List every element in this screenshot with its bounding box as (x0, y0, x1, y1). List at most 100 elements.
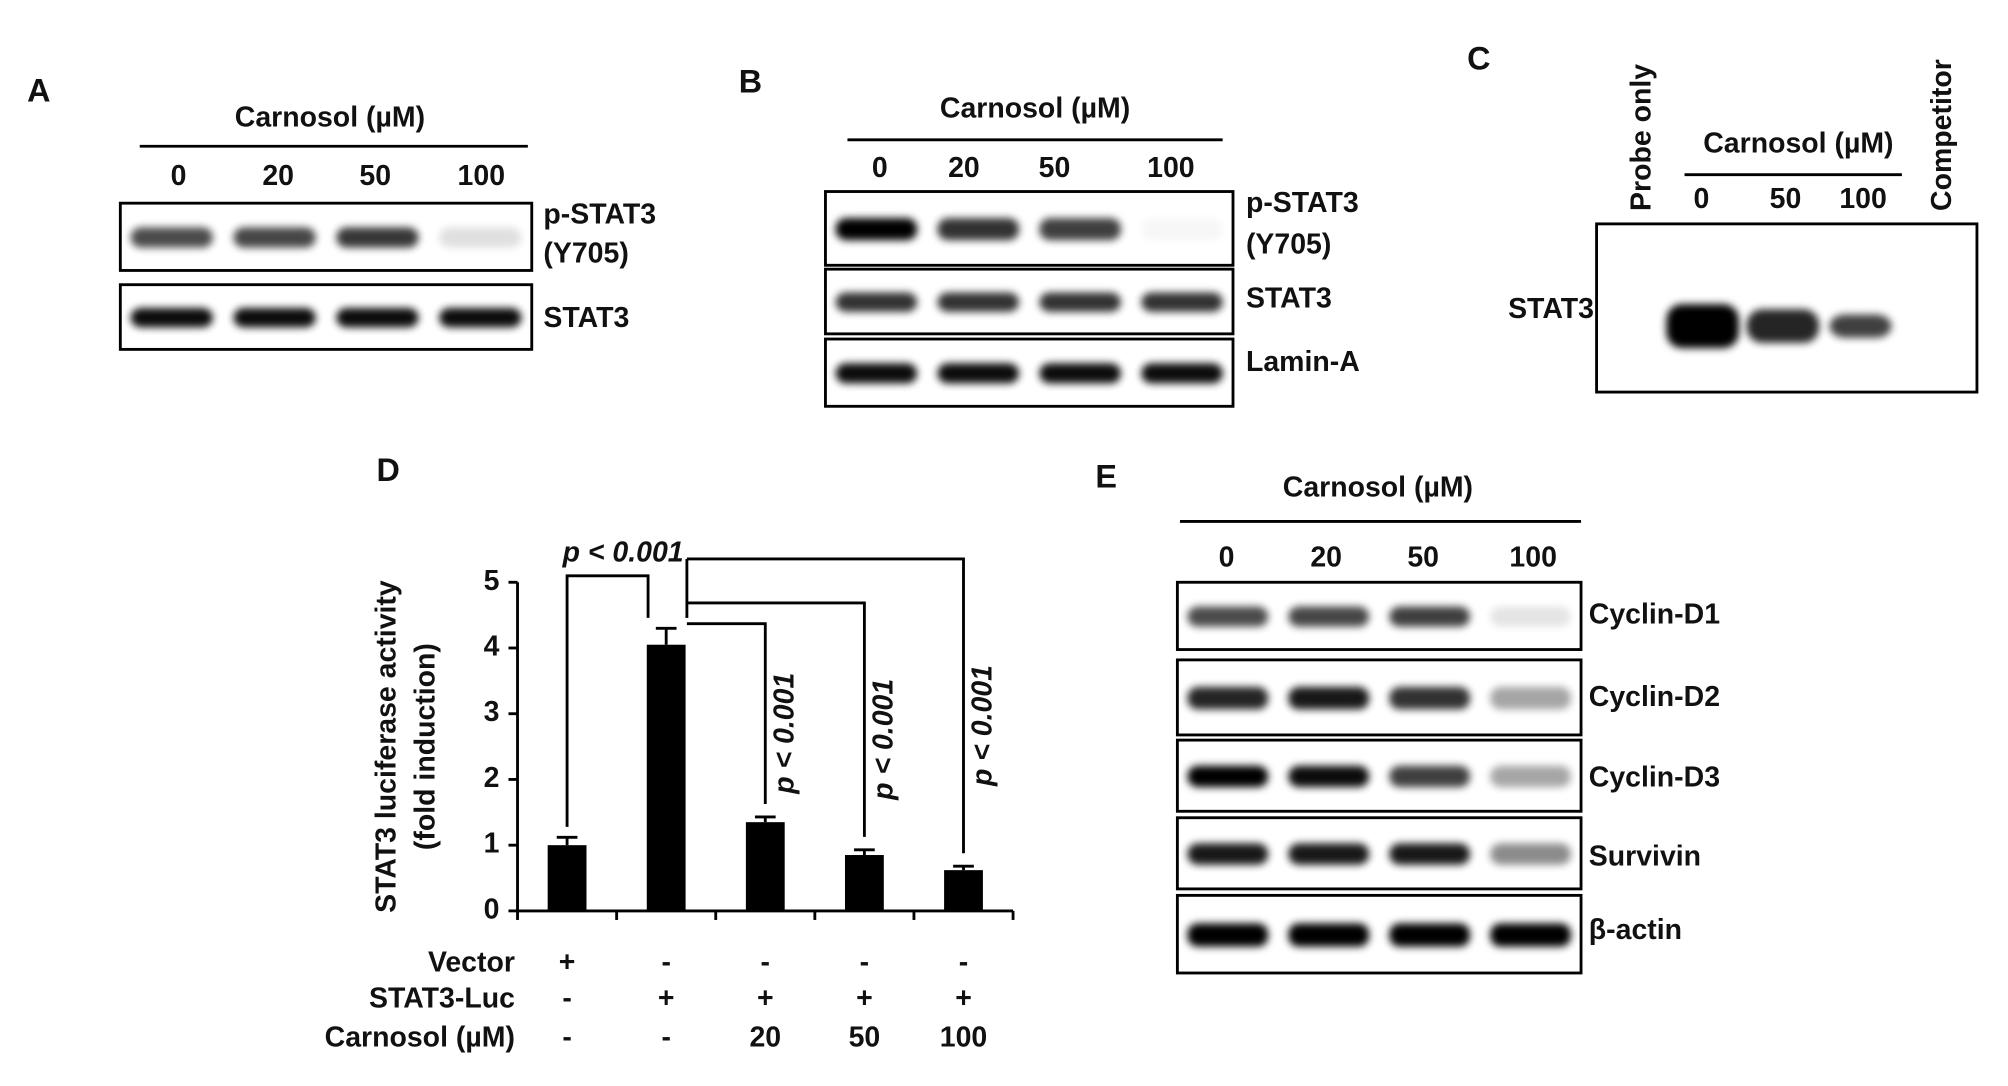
treatment-label: Carnosol (µM) (235, 102, 425, 134)
condition-name: Carnosol (µM) (325, 1021, 515, 1053)
dose-label: 50 (1407, 541, 1439, 573)
p-value: p < 0.001 (562, 536, 684, 568)
blot-band (1389, 765, 1471, 788)
condition-value: - (661, 1021, 670, 1053)
y-tick-label: 0 (484, 893, 500, 925)
blot-band (1829, 314, 1892, 338)
blot-band (1490, 765, 1571, 788)
band-label: STAT3 (1508, 293, 1594, 325)
condition-value: + (559, 946, 576, 978)
blot-band (1288, 765, 1370, 788)
bracket (565, 574, 650, 827)
condition-value: - (562, 983, 571, 1015)
blot-band (1490, 686, 1571, 710)
blot-band (1187, 843, 1269, 865)
condition-value: + (757, 983, 774, 1015)
bar (844, 855, 884, 911)
blot-frame (1595, 222, 1979, 394)
y-axis-label: STAT3 luciferase activity (371, 580, 403, 913)
p-value: p < 0.001 (868, 679, 900, 801)
y-tick-label: 5 (484, 565, 500, 597)
blot-band (1141, 363, 1223, 384)
blot-band (1288, 843, 1370, 865)
lane-label: Probe only (1626, 64, 1658, 211)
blot-band (1746, 309, 1820, 343)
condition-value: + (856, 983, 873, 1015)
dose-label: 20 (948, 152, 980, 184)
blot-band (336, 227, 419, 248)
blot-band (1187, 923, 1269, 947)
blot-band (1389, 843, 1471, 865)
blot-band (1187, 606, 1269, 627)
y-tick-label: 2 (484, 762, 500, 794)
blot-band (1039, 363, 1121, 384)
condition-value: + (658, 983, 675, 1015)
condition-value: - (860, 946, 869, 978)
dose-label: 100 (1509, 541, 1556, 573)
dose-label: 20 (262, 160, 294, 192)
y-axis-label: (fold induction) (409, 643, 441, 850)
blot-band (233, 227, 316, 248)
dose-label: 20 (1310, 541, 1342, 573)
blot-band (439, 227, 522, 248)
blot-band (1288, 923, 1370, 947)
bar (646, 644, 686, 911)
row-label: β-actin (1589, 914, 1682, 946)
condition-value: + (955, 983, 972, 1015)
blot-band (233, 307, 316, 328)
blot-band (1490, 843, 1571, 865)
dose-label: 0 (1693, 183, 1709, 215)
bar (944, 870, 983, 911)
blot-band (835, 363, 918, 384)
blot-band (336, 307, 419, 328)
blot-band (1389, 606, 1471, 627)
row-label: (Y705) (543, 237, 628, 269)
blot-band (1141, 218, 1223, 240)
row-label: Cyclin-D3 (1589, 761, 1720, 793)
bar (547, 845, 587, 911)
bracket (686, 601, 866, 837)
blot-band (1288, 686, 1370, 710)
dose-label: 0 (171, 160, 187, 192)
blot-band (1288, 606, 1370, 627)
row-label: Survivin (1589, 840, 1701, 872)
blot-band (1490, 923, 1571, 947)
dose-label: 100 (1839, 183, 1886, 215)
blot-band (1039, 218, 1121, 241)
blot-band (1187, 765, 1269, 788)
condition-name: STAT3-Luc (369, 983, 515, 1015)
dose-label: 100 (458, 160, 505, 192)
row-label: Cyclin-D2 (1589, 681, 1720, 713)
bar (745, 822, 785, 911)
dose-label: 50 (359, 160, 391, 192)
condition-value: - (562, 1021, 571, 1053)
blot-band (1389, 923, 1471, 947)
row-label: (Y705) (1246, 228, 1331, 260)
condition-value: 20 (749, 1021, 781, 1053)
blot-band (835, 292, 918, 312)
blot-band (937, 363, 1020, 384)
blot-band (835, 218, 918, 241)
y-tick-label: 4 (484, 631, 500, 663)
dose-label: 50 (1770, 183, 1802, 215)
row-label: p-STAT3 (543, 199, 656, 231)
panel-label: C (1467, 40, 1490, 76)
blot-band (1141, 292, 1223, 312)
blot-band (1666, 304, 1739, 349)
panel-label: E (1095, 458, 1117, 494)
bracket (686, 622, 767, 804)
blot-band (1389, 686, 1471, 710)
p-value: p < 0.001 (769, 673, 801, 795)
blot-band (1039, 292, 1121, 312)
treatment-label: Carnosol (µM) (940, 93, 1130, 125)
treatment-label: Carnosol (µM) (1703, 127, 1893, 159)
row-label: STAT3 (1246, 283, 1332, 315)
blot-band (1490, 606, 1571, 627)
blot-band (130, 227, 213, 248)
lane-label: Competitor (1926, 59, 1958, 211)
dose-label: 100 (1147, 152, 1194, 184)
condition-name: Vector (428, 946, 515, 978)
